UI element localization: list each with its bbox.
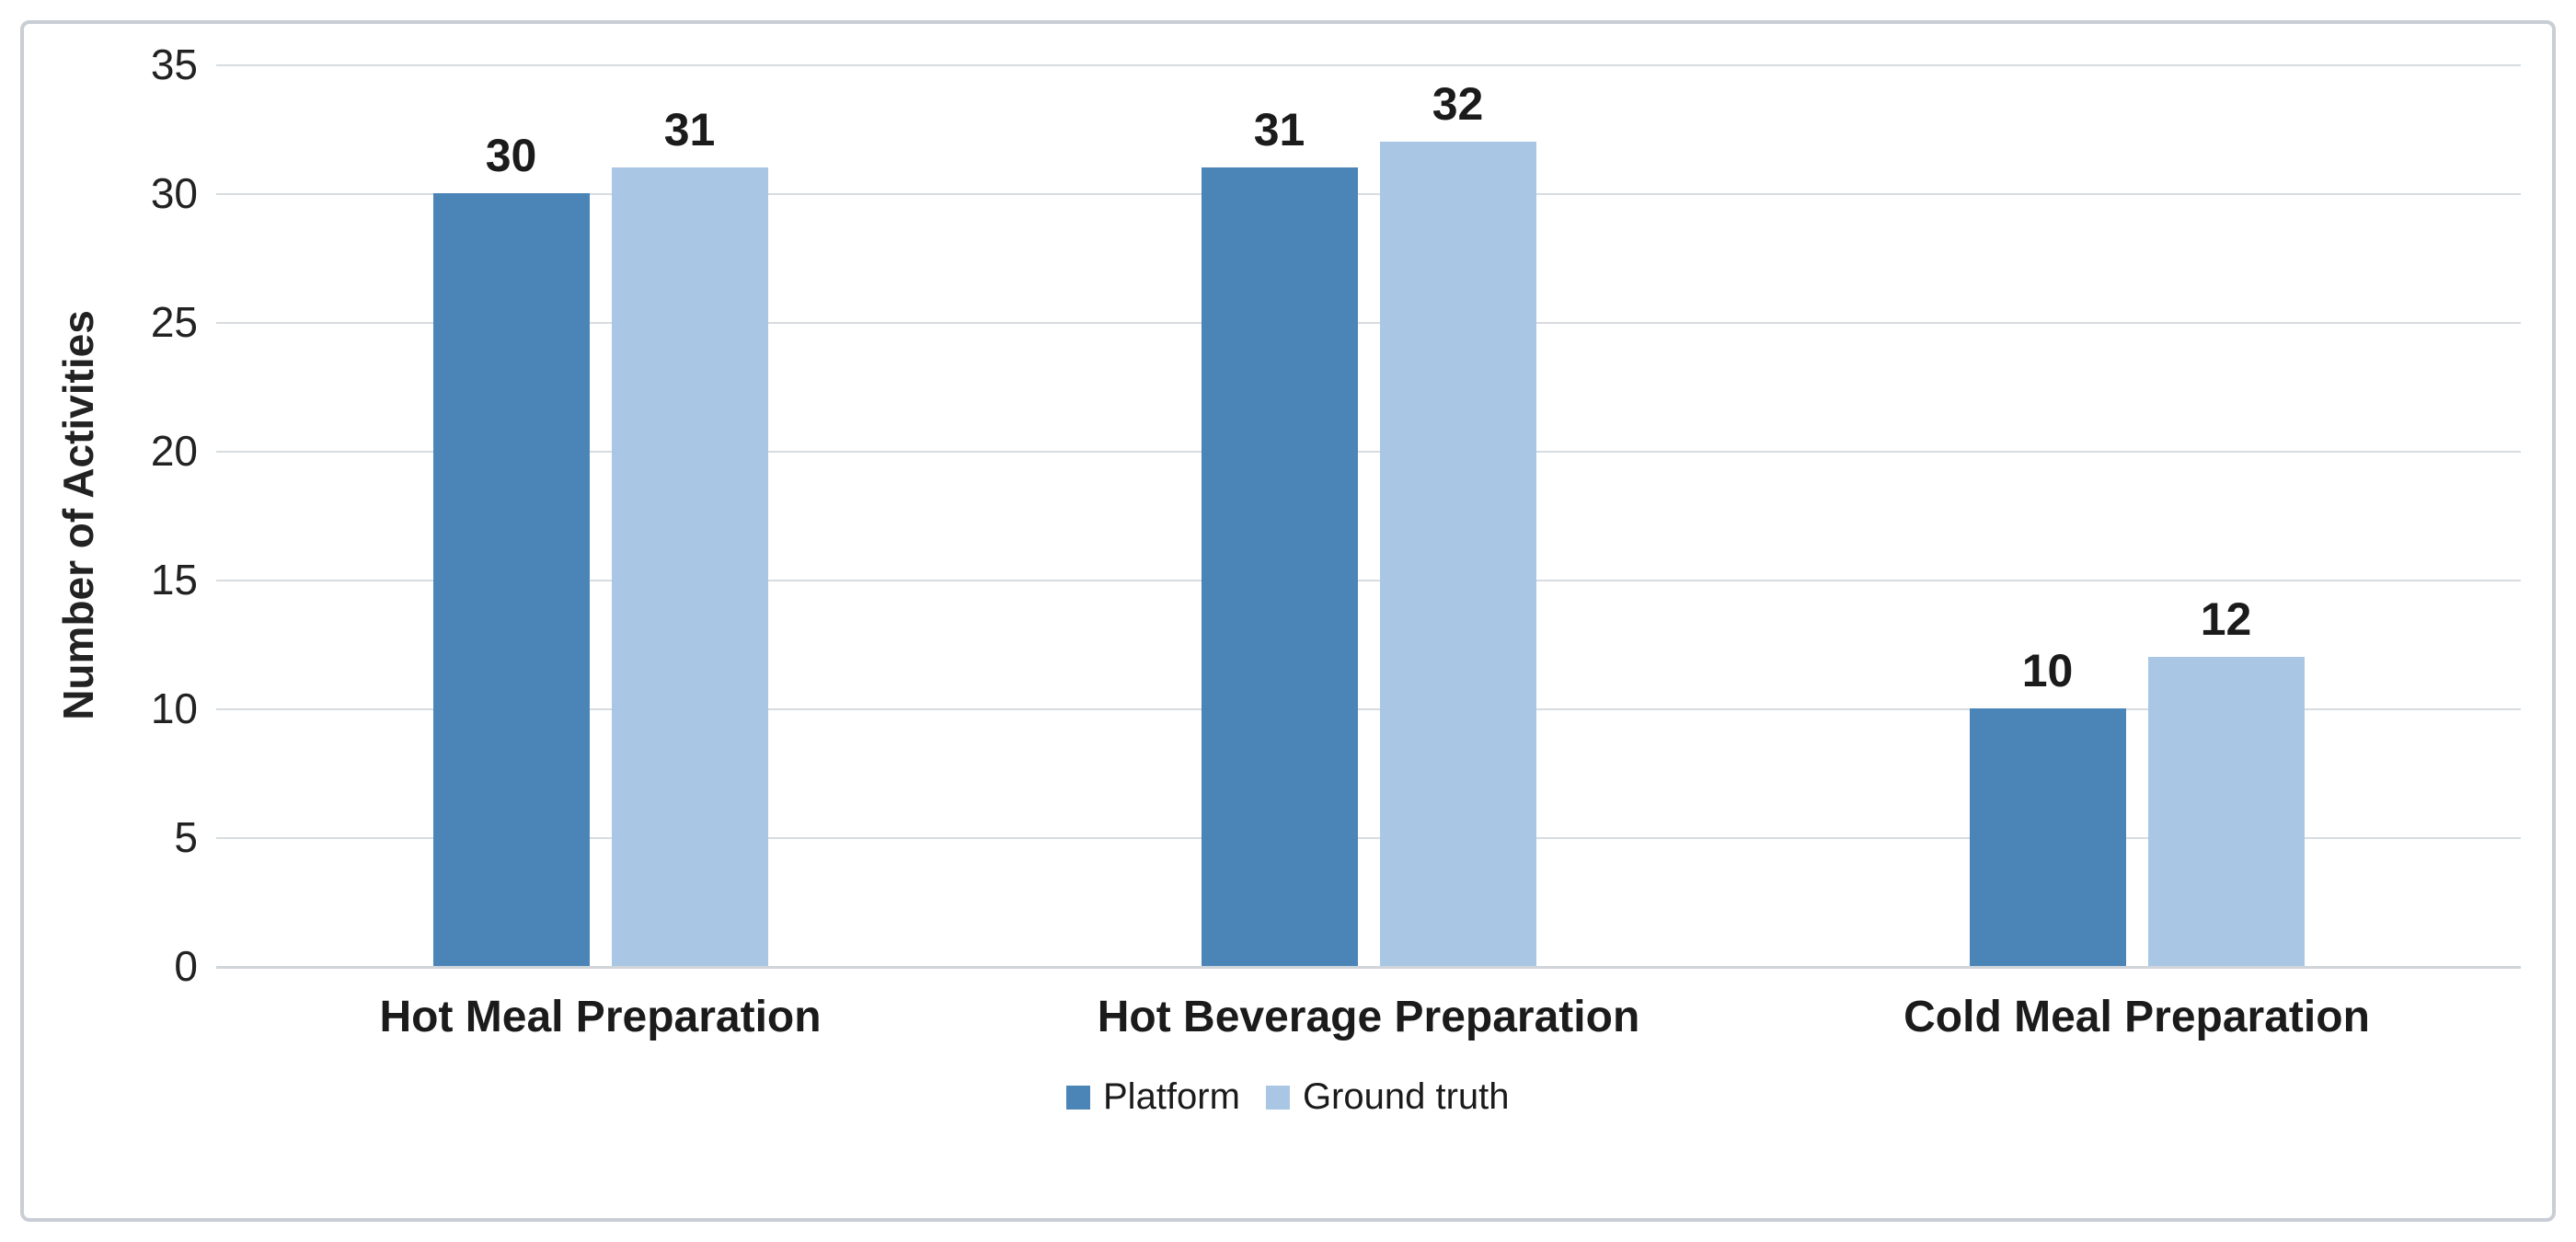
bar-value-label: 12 (2201, 592, 2252, 646)
bar (2148, 657, 2305, 966)
y-tick-label: 35 (0, 40, 198, 89)
legend-item: Ground truth (1266, 1076, 1510, 1118)
category-label: Hot Beverage Preparation (1098, 992, 1640, 1042)
grid-line (216, 64, 2521, 66)
bar (1202, 167, 1358, 966)
legend-item: Platform (1066, 1076, 1240, 1118)
y-axis-title: Number of Activities (53, 310, 103, 720)
legend-label: Ground truth (1303, 1076, 1510, 1118)
bar-value-label: 30 (486, 129, 537, 182)
legend: Platform Ground truth (1066, 1076, 1510, 1118)
bar (1380, 142, 1536, 966)
bar-value-label: 31 (664, 103, 716, 156)
legend-swatch-icon (1066, 1086, 1090, 1110)
bar (612, 167, 768, 966)
y-tick-label: 30 (0, 168, 198, 218)
bar-value-label: 10 (2022, 644, 2074, 697)
y-tick-label: 10 (0, 684, 198, 733)
legend-swatch-icon (1266, 1086, 1290, 1110)
bar-value-label: 32 (1432, 77, 1484, 131)
plot-area (216, 64, 2521, 969)
category-label: Hot Meal Preparation (379, 992, 821, 1042)
bar (433, 193, 590, 966)
legend-label: Platform (1103, 1076, 1240, 1118)
y-tick-label: 20 (0, 426, 198, 476)
bar (1970, 708, 2126, 966)
category-label: Cold Meal Preparation (1903, 992, 2370, 1042)
y-tick-label: 5 (0, 812, 198, 862)
y-tick-label: 25 (0, 297, 198, 347)
bar-value-label: 31 (1254, 103, 1305, 156)
y-tick-label: 0 (0, 941, 198, 991)
y-tick-label: 15 (0, 555, 198, 604)
